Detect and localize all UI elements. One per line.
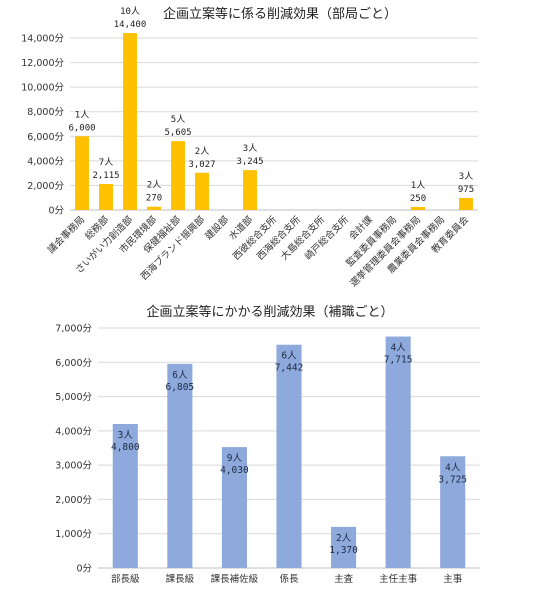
bar: [385, 336, 411, 568]
bar: [459, 198, 473, 210]
data-label-people: 4人: [391, 343, 407, 354]
data-label-value: 6,000: [68, 123, 95, 133]
y-tick-label: 4,000分: [55, 426, 92, 437]
x-tick-label: 主事: [443, 573, 463, 585]
y-tick-label: 6,000分: [27, 132, 64, 143]
data-label-people: 2人: [195, 146, 209, 157]
data-label-people: 2人: [336, 533, 352, 544]
data-label-value: 7,715: [384, 355, 413, 366]
data-label-people: 4人: [445, 462, 461, 473]
data-label-people: 6人: [172, 370, 188, 381]
data-label-people: 7人: [99, 157, 113, 168]
chart-title: 企画立案等に係る削減効果（部局ごと）: [163, 6, 397, 22]
bar: [123, 33, 137, 211]
bar: [99, 184, 113, 210]
data-label-value: 250: [410, 194, 426, 204]
data-label-people: 1人: [75, 109, 89, 120]
y-tick-label: 1,000分: [55, 529, 92, 540]
bar: [147, 206, 161, 210]
data-label-people: 1人: [411, 180, 425, 191]
bar: [411, 206, 425, 210]
data-label-value: 4,030: [220, 465, 249, 476]
y-tick-label: 8,000分: [27, 107, 64, 118]
y-tick-label: 0分: [76, 564, 92, 575]
bar: [171, 141, 185, 210]
x-tick-label: 建設部: [202, 214, 231, 243]
data-label-value: 270: [146, 194, 162, 204]
bar: [276, 344, 302, 568]
data-label-people: 3人: [243, 143, 257, 154]
chart-title: 企画立案等にかかる削減効果（補職ごと）: [146, 304, 393, 320]
data-label-people: 2人: [147, 180, 161, 191]
y-tick-label: 12,000分: [21, 58, 64, 69]
y-tick-label: 7,000分: [55, 324, 92, 335]
data-label-people: 5人: [171, 114, 185, 125]
x-tick-label: 課長補佐級: [211, 573, 259, 585]
x-tick-label: 係長: [279, 574, 299, 585]
bar: [440, 456, 466, 568]
data-label-value: 975: [458, 185, 474, 195]
data-label-value: 4,800: [111, 442, 140, 453]
data-label-people: 3人: [459, 171, 473, 182]
data-label-people: 6人: [281, 351, 297, 362]
y-tick-label: 3,000分: [55, 461, 92, 472]
bar: [112, 424, 138, 568]
y-tick-label: 5,000分: [55, 392, 92, 403]
x-tick-label: 主査: [334, 573, 354, 585]
data-label-people: 3人: [118, 430, 134, 441]
data-label-value: 1,370: [329, 545, 358, 556]
data-label-value: 3,245: [236, 157, 263, 167]
chart-by-position: 企画立案等にかかる削減効果（補職ごと） 0分 1,000分 2,000分 3,000分…: [55, 304, 480, 585]
bar: [75, 136, 89, 210]
y-tick-label: 10,000分: [21, 83, 64, 94]
data-label-people: 9人: [227, 453, 243, 464]
bar: [167, 363, 193, 568]
data-label-value: 3,725: [438, 474, 467, 485]
x-tick-label: 主任主事: [379, 573, 418, 585]
x-tick-label: 部長級: [111, 573, 140, 585]
data-label-value: 14,400: [114, 20, 147, 30]
bar: [331, 526, 357, 568]
data-label-value: 6,805: [166, 382, 195, 393]
chart-by-department: 企画立案等に係る削減効果（部局ごと） 0分 2,000分 4,000分 6,000分 8…: [21, 6, 478, 289]
bar: [243, 170, 257, 210]
data-label-value: 3,027: [188, 160, 215, 170]
data-label-value: 5,605: [164, 128, 191, 138]
y-tick-label: 2,000分: [27, 181, 64, 192]
y-tick-label: 14,000分: [21, 34, 64, 45]
y-tick-label: 6,000分: [55, 358, 92, 369]
bar: [195, 172, 209, 210]
data-label-value: 7,442: [275, 363, 304, 374]
data-label-value: 2,115: [92, 171, 119, 181]
y-tick-label: 4,000分: [27, 156, 64, 167]
y-tick-label: 0分: [48, 206, 64, 217]
x-tick-label: 課長級: [166, 573, 195, 585]
y-tick-label: 2,000分: [55, 495, 92, 506]
x-tick-label: 議会事務局: [45, 214, 87, 256]
data-label-people: 10人: [120, 6, 140, 17]
bar: [221, 447, 247, 568]
